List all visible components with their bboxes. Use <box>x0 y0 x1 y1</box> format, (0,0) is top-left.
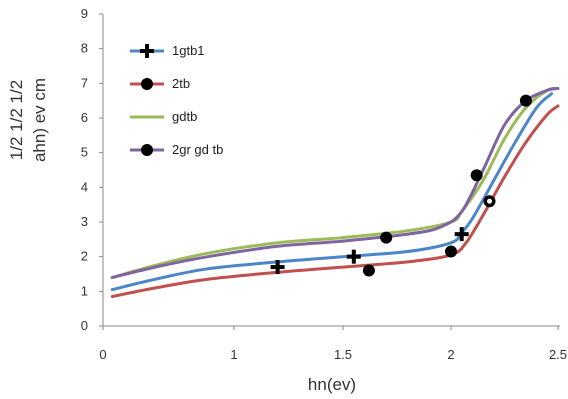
y-tick-label: 3 <box>81 214 88 229</box>
series-1-marker <box>454 227 469 242</box>
series-markers <box>270 94 532 277</box>
legend-item-1: 1gtb1 <box>130 43 205 58</box>
legend-item-4: 2gr gd tb <box>130 142 223 157</box>
legend-item-2: 2tb <box>130 76 190 91</box>
y-tick-label: 0 <box>81 318 88 333</box>
y-axis-title: 1/2 1/2 1/2 ahn) ev cm <box>7 78 49 162</box>
y-tick-labels: 0 1 2 3 4 5 6 7 8 9 <box>81 6 103 333</box>
series-1-marker <box>270 260 285 275</box>
series-2-marker <box>362 264 375 277</box>
series-4-marker <box>519 94 532 107</box>
series-line-1 <box>110 92 554 292</box>
legend-marker <box>141 78 153 90</box>
x-tick-label: 1 <box>230 347 237 362</box>
y-tick-label: 2 <box>81 249 88 264</box>
legend-label: 2tb <box>172 76 190 91</box>
series-4-marker <box>470 169 483 182</box>
y-tick-label: 5 <box>81 145 88 160</box>
series-2-marker <box>445 245 457 258</box>
y-tick-label: 9 <box>81 6 88 21</box>
x-tick-labels: 0 1 1.5 2 2.5 <box>99 326 567 362</box>
legend-item-3: gdtb <box>130 109 197 124</box>
series-4-marker <box>380 231 393 244</box>
x-tick-label: 2 <box>447 347 454 362</box>
y-tick-label: 7 <box>81 75 88 90</box>
x-tick-label: 2.5 <box>549 347 567 362</box>
series-4-marker-center <box>487 198 493 204</box>
y-axis-title-line-1: 1/2 1/2 1/2 <box>7 80 26 160</box>
y-tick-label: 4 <box>81 179 88 194</box>
legend-label: 2gr gd tb <box>172 142 223 157</box>
legend-marker <box>141 144 153 156</box>
x-tick-label: 0 <box>99 347 106 362</box>
series-1-marker <box>346 249 361 264</box>
legend-marker <box>140 44 154 58</box>
axes <box>102 14 560 327</box>
x-axis-title: hn(ev) <box>308 375 356 394</box>
y-axis-title-line-2: ahn) ev cm <box>30 78 49 162</box>
y-tick-label: 8 <box>81 41 88 56</box>
legend: 1gtb1 2tb gdtb 2gr gd tb <box>130 43 223 157</box>
y-tick-label: 6 <box>81 110 88 125</box>
legend-label: gdtb <box>172 109 197 124</box>
y-tick-label: 1 <box>81 283 88 298</box>
legend-label: 1gtb1 <box>172 43 205 58</box>
x-tick-label: 1.5 <box>334 347 352 362</box>
